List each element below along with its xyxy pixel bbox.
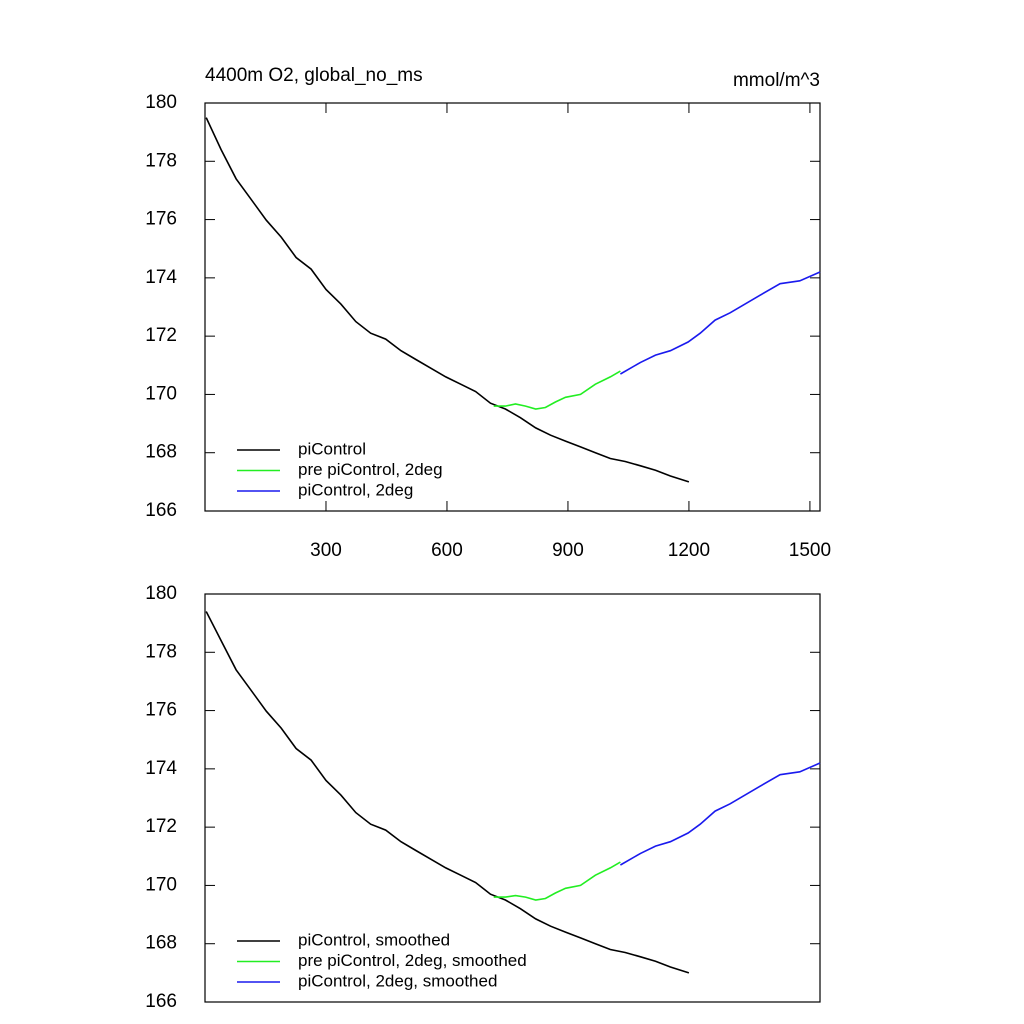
y-tick-label: 178 bbox=[145, 641, 177, 662]
y-tick-label: 176 bbox=[145, 700, 177, 721]
plot-frame bbox=[204, 593, 821, 1003]
legend-label: piControl, 2deg, smoothed bbox=[298, 971, 497, 990]
y-tick-label: 166 bbox=[145, 500, 177, 521]
x-tick-label: 1200 bbox=[668, 540, 710, 561]
y-tick-label: 172 bbox=[145, 325, 177, 346]
legend-label: pre piControl, 2deg, smoothed bbox=[298, 951, 527, 970]
legend-label: pre piControl, 2deg bbox=[298, 460, 443, 479]
y-tick-label: 172 bbox=[145, 816, 177, 837]
data-line bbox=[493, 370, 621, 410]
x-tick-label: 300 bbox=[310, 540, 342, 561]
y-tick-label: 174 bbox=[145, 267, 177, 288]
y-tick-label: 176 bbox=[145, 209, 177, 230]
data-line bbox=[205, 611, 690, 974]
y-tick-label: 180 bbox=[145, 583, 177, 604]
chart-title: 4400m O2, global_no_ms bbox=[205, 65, 423, 86]
x-tick-label: 600 bbox=[431, 540, 463, 561]
y-tick-label: 168 bbox=[145, 442, 177, 463]
y-tick-label: 180 bbox=[145, 92, 177, 113]
y-tick-label: 174 bbox=[145, 758, 177, 779]
x-tick-label: 900 bbox=[552, 540, 584, 561]
data-line bbox=[620, 762, 821, 866]
y-tick-label: 170 bbox=[145, 874, 177, 895]
data-line bbox=[205, 117, 690, 483]
y-tick-label: 170 bbox=[145, 383, 177, 404]
units-label: mmol/m^3 bbox=[733, 70, 820, 91]
y-tick-label: 168 bbox=[145, 933, 177, 954]
y-tick-label: 178 bbox=[145, 150, 177, 171]
data-line bbox=[620, 271, 821, 375]
plot-frame bbox=[204, 102, 821, 512]
y-tick-label: 166 bbox=[145, 991, 177, 1012]
x-tick-label: 1500 bbox=[789, 540, 831, 561]
legend-label: piControl, smoothed bbox=[298, 930, 450, 949]
legend-label: piControl, 2deg bbox=[298, 480, 413, 499]
data-line bbox=[493, 861, 621, 901]
legend-label: piControl bbox=[298, 439, 366, 458]
